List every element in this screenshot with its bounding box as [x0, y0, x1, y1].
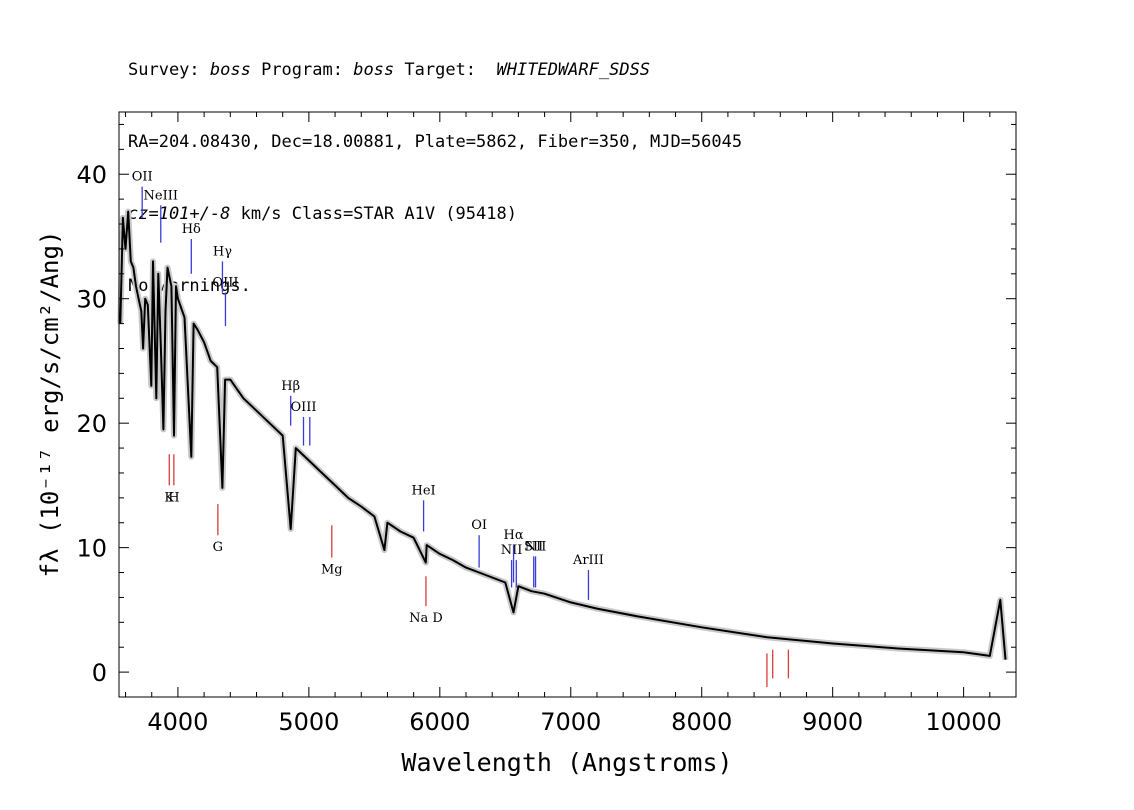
header-survey-label: Survey: — [128, 60, 210, 80]
x-tick-label-1: 5000 — [278, 708, 339, 736]
absorption-label-4: Na D — [409, 611, 443, 626]
x-tick-label-2: 6000 — [409, 708, 470, 736]
series-line-0 — [119, 210, 1007, 660]
absorption-label-3: Mg — [321, 563, 343, 578]
plot-frame — [118, 111, 1017, 698]
emission-label-13: SII — [524, 539, 543, 554]
emission-label-3: Hγ — [213, 244, 232, 259]
emission-label-1: NeIII — [144, 188, 178, 203]
header-survey-line: Survey: boss Program: boss Target: WHITE… — [128, 58, 742, 82]
absorption-label-0: K — [164, 490, 174, 505]
y-tick-label-3: 30 — [76, 286, 107, 314]
x-tick-label-4: 8000 — [671, 708, 732, 736]
header-class-value: km/s Class=STAR A1V (95418) — [230, 204, 517, 224]
y-tick-label-1: 10 — [76, 535, 107, 563]
series-group — [119, 210, 1007, 660]
spectrum-header: Survey: boss Program: boss Target: WHITE… — [128, 10, 742, 322]
header-redshift-line: cz=101+/-8 km/s Class=STAR A1V (95418) — [128, 202, 742, 226]
emission-label-11: Hα — [503, 528, 523, 543]
emission-label-5: Hβ — [281, 379, 300, 394]
header-program-label: Program: — [250, 60, 354, 80]
absorption-label-1: H — [168, 490, 179, 505]
emission-label-14: NII — [525, 539, 547, 554]
emission-label-6: OIII — [290, 400, 316, 415]
header-target-value: WHITEDWARF_SDSS — [496, 60, 651, 80]
x-axis-label: Wavelength (Angstroms) — [401, 748, 732, 777]
y-tick-label-0: 0 — [92, 659, 107, 687]
x-tick-label-6: 10000 — [925, 708, 1001, 736]
emission-label-10: NII — [501, 543, 523, 558]
y-tick-label-2: 20 — [76, 410, 107, 438]
x-tick-label-0: 4000 — [147, 708, 208, 736]
x-tick-label-3: 7000 — [540, 708, 601, 736]
emission-label-9: OI — [471, 518, 487, 533]
header-survey-value: boss — [209, 60, 251, 80]
y-tick-label-4: 40 — [76, 161, 107, 189]
emission-label-15: ArIII — [572, 553, 604, 568]
header-cz-value: cz=101+/-8 — [128, 204, 231, 224]
y-axis-label: fλ (10⁻¹⁷ erg/s/cm²/Ang) — [36, 231, 64, 578]
emission-label-2: Hδ — [182, 222, 201, 237]
x-tick-label-5: 9000 — [802, 708, 863, 736]
header-program-value: boss — [353, 60, 395, 80]
emission-label-8: HeI — [412, 483, 436, 498]
absorption-label-2: G — [213, 540, 223, 555]
header-target-label: Target: — [394, 60, 497, 80]
error-band-0 — [117, 208, 1009, 660]
emission-label-4: OIII — [212, 275, 238, 290]
axes-group: 4000 5000 6000 7000 8000 9000 10000 0 10 20 30 40 — [76, 112, 1017, 736]
emission-label-0: OII — [132, 170, 153, 185]
error-band — [117, 208, 1009, 660]
header-coords-line: RA=204.08430, Dec=18.00881, Plate=5862, … — [128, 132, 743, 152]
